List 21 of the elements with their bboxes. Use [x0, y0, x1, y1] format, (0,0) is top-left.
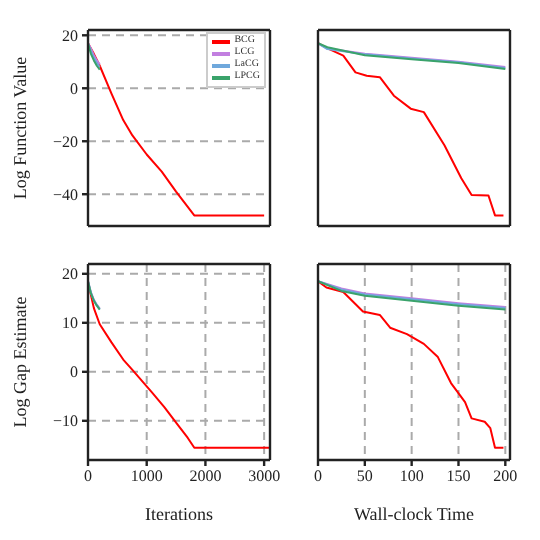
x-tick-label: 200: [493, 467, 518, 486]
y-axis-title: Log Gap Estimate: [10, 296, 31, 428]
x-axis-title: Iterations: [145, 504, 214, 524]
x-tick-label: 1000: [130, 467, 163, 486]
y-axis-title: Log Function Value: [10, 56, 31, 200]
x-tick-label: 0: [314, 467, 322, 486]
y-tick-label: 0: [70, 363, 78, 382]
y-tick-label: 20: [62, 265, 78, 284]
x-tick-label: 50: [356, 467, 373, 486]
x-tick-label: 0: [84, 467, 92, 486]
y-tick-label: −40: [52, 185, 78, 204]
y-tick-label: −20: [52, 132, 78, 151]
x-tick-label: 100: [399, 467, 424, 486]
y-tick-label: 0: [70, 79, 78, 98]
x-tick-label: 150: [446, 467, 471, 486]
x-axis-title: Wall-clock Time: [353, 504, 475, 524]
y-tick-label: 10: [62, 314, 78, 333]
x-tick-label: 3000: [248, 467, 281, 486]
y-tick-label: −10: [52, 412, 78, 431]
y-tick-label: 20: [62, 26, 78, 45]
x-tick-label: 2000: [189, 467, 222, 486]
